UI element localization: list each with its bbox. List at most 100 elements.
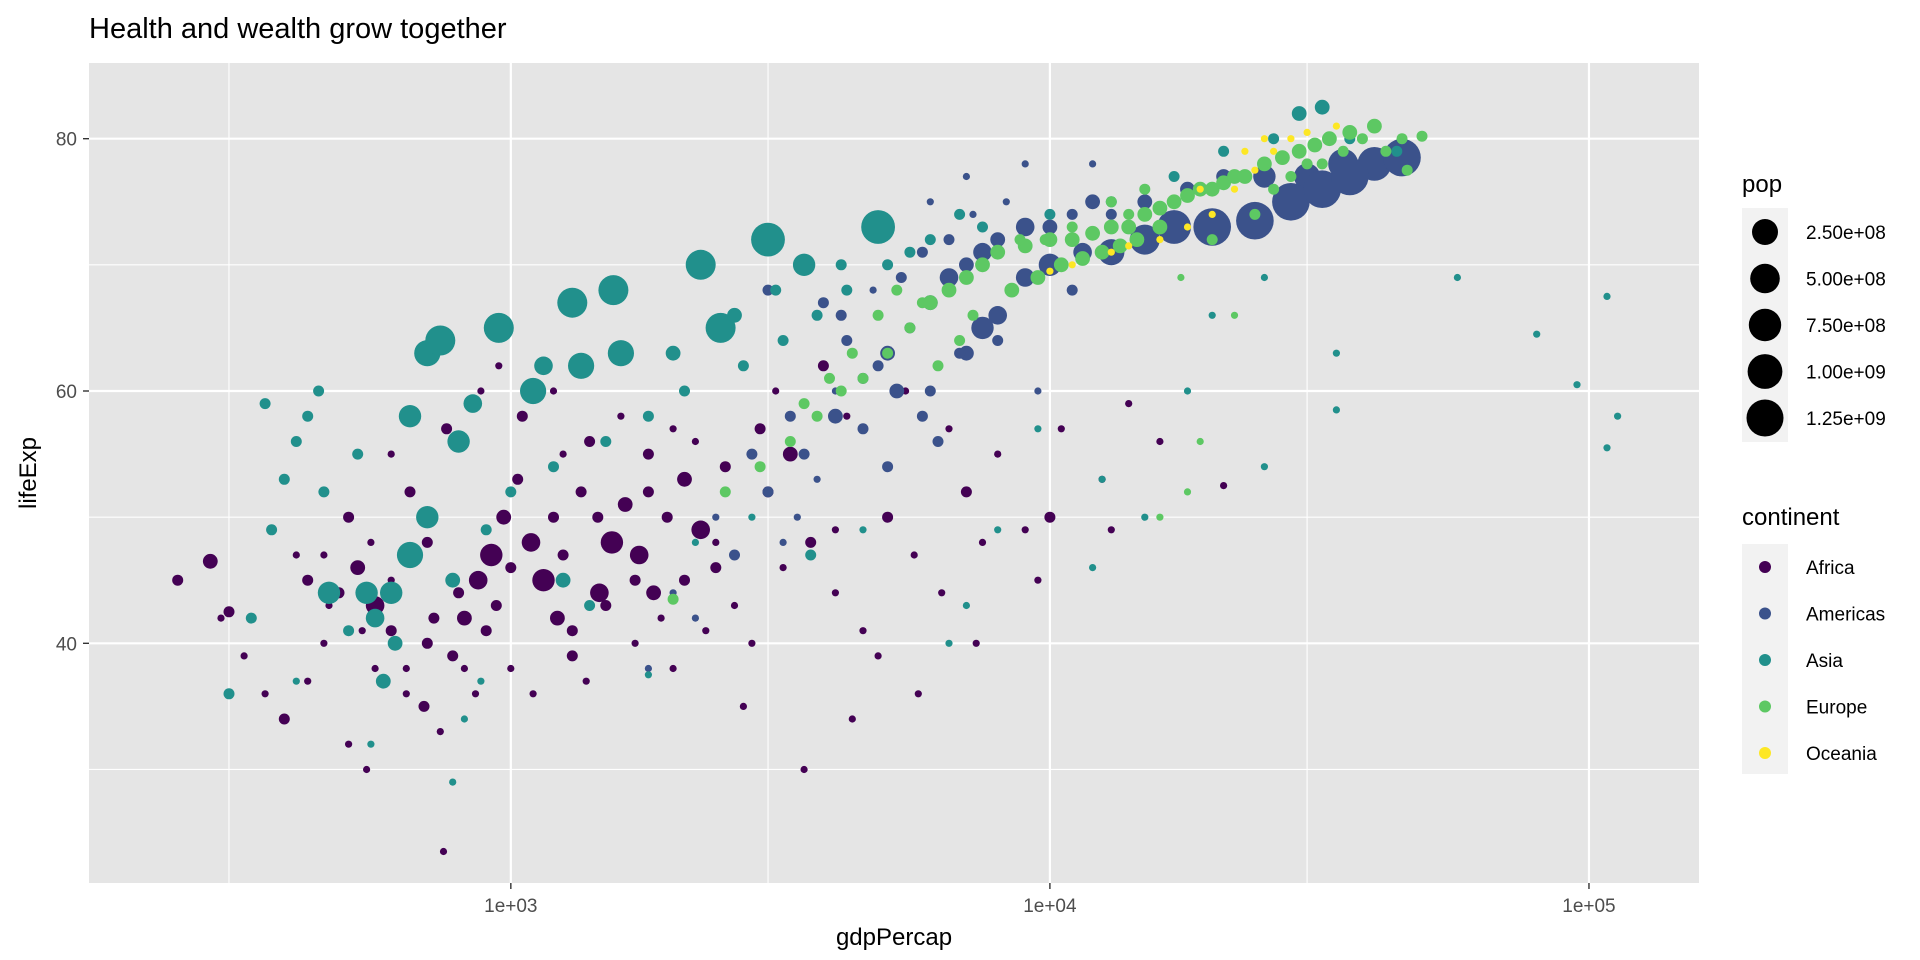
data-point [945, 425, 953, 433]
data-point [727, 307, 742, 323]
color-legend-title: continent [1742, 504, 1840, 531]
x-tick-label: 1e+05 [1562, 896, 1615, 917]
data-point [1416, 130, 1428, 142]
data-point [729, 549, 740, 561]
data-point [1039, 234, 1051, 246]
data-point [1183, 387, 1192, 395]
data-point [1098, 475, 1106, 483]
data-point [685, 249, 716, 280]
series-africa [172, 360, 1228, 856]
data-point [343, 511, 355, 523]
data-point [772, 387, 780, 395]
data-point [1367, 118, 1382, 134]
data-point [1193, 208, 1231, 246]
data-point [872, 360, 884, 372]
data-point [1068, 261, 1076, 269]
data-point [954, 335, 966, 346]
data-point [882, 511, 894, 523]
data-point [416, 506, 439, 529]
data-point [990, 232, 1006, 248]
data-point [240, 652, 248, 660]
data-point [445, 572, 461, 588]
data-point [1107, 248, 1115, 256]
data-point [1603, 444, 1611, 452]
data-point [813, 475, 821, 483]
data-point [677, 471, 692, 487]
data-point [1053, 257, 1069, 273]
color-legend-key-asia [1759, 654, 1771, 666]
data-point [739, 702, 748, 711]
data-point [784, 410, 796, 422]
data-point [600, 600, 612, 611]
data-point [202, 553, 218, 569]
data-point [441, 423, 453, 435]
data-point [792, 253, 816, 276]
data-point [1180, 188, 1195, 203]
x-axis: 1e+03 1e+04 1e+05 [484, 883, 1616, 917]
data-point [1401, 164, 1413, 176]
size-legend-key [1750, 263, 1780, 294]
data-point [962, 601, 971, 610]
data-point [916, 297, 928, 309]
data-point [746, 448, 758, 460]
data-point [857, 423, 869, 435]
data-point [1044, 208, 1056, 220]
data-point [320, 639, 328, 647]
data-point [644, 671, 653, 679]
data-point [1125, 242, 1133, 250]
data-point [598, 275, 629, 306]
data-point [1075, 251, 1090, 266]
x-tick-label: 1e+03 [484, 896, 537, 917]
data-point [835, 309, 847, 321]
data-point [629, 545, 649, 565]
data-point [363, 765, 371, 774]
data-point [584, 436, 596, 447]
data-point [449, 778, 457, 786]
data-point [916, 410, 928, 422]
data-point [343, 625, 355, 637]
data-point [387, 635, 403, 651]
data-point [398, 405, 422, 428]
data-point [1021, 526, 1029, 534]
data-point [960, 486, 972, 498]
y-tick-label: 80 [56, 130, 77, 151]
data-point [548, 511, 559, 523]
data-point [1291, 143, 1307, 159]
color-legend-key-oceania [1759, 747, 1771, 759]
data-point [1157, 210, 1191, 244]
y-axis: 40 60 80 [56, 130, 89, 655]
data-point [1105, 208, 1117, 220]
data-point [507, 664, 515, 673]
data-point [805, 549, 817, 561]
data-point [566, 650, 578, 662]
data-point [1030, 270, 1046, 285]
data-point [665, 345, 681, 361]
data-point [557, 287, 588, 318]
data-point [922, 295, 938, 311]
data-point [1322, 131, 1337, 147]
data-point [831, 589, 840, 597]
data-point [1177, 273, 1185, 282]
series-oceania [1046, 122, 1340, 275]
data-point [1208, 311, 1216, 319]
data-point [1260, 135, 1268, 143]
data-point [1137, 207, 1153, 222]
data-point [843, 412, 851, 420]
data-point [471, 690, 480, 698]
data-point [532, 569, 555, 592]
chart-title: Health and wealth grow together [89, 13, 507, 45]
data-point [1287, 135, 1295, 143]
data-point [447, 430, 470, 453]
data-point [835, 385, 847, 397]
data-points [172, 99, 1622, 856]
data-point [782, 446, 798, 462]
data-point [1004, 282, 1020, 298]
data-point [1253, 165, 1276, 188]
data-point [657, 614, 665, 622]
data-point [453, 587, 465, 599]
data-point [977, 221, 988, 233]
data-point [1168, 171, 1180, 182]
data-point [835, 259, 847, 271]
size-legend-key [1752, 219, 1778, 245]
